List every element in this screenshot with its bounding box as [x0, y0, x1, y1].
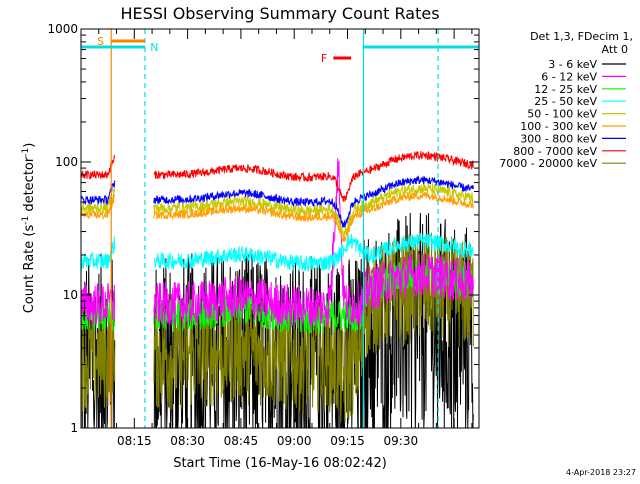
legend-label-9: 7000 - 20000 keV — [499, 157, 597, 170]
x-tick-label: 09:00 — [277, 434, 312, 448]
legend-label-7: 300 - 800 keV — [520, 132, 597, 145]
plot-frame — [80, 28, 480, 429]
interval-annotations: S N F — [81, 35, 479, 65]
legend-label-2: 6 - 12 keV — [541, 70, 597, 83]
legend-header-line-1: Det 1,3, FDecim 1, — [530, 30, 633, 43]
legend-label-1: 3 - 6 keV — [548, 58, 597, 71]
plot-area — [80, 150, 474, 429]
legend-label-8: 800 - 7000 keV — [513, 145, 597, 158]
legend-label-3: 12 - 25 keV — [534, 83, 597, 96]
y-tick-label: 100 — [55, 155, 78, 169]
legend-header-line-2: Att 0 — [602, 43, 628, 56]
annotation-label-n: N — [150, 41, 158, 54]
x-tick-label: 08:15 — [117, 434, 152, 448]
x-tick-label: 09:30 — [384, 434, 419, 448]
marker-lines — [110, 29, 439, 428]
series-line-7 — [80, 175, 474, 228]
series-line-6 — [80, 191, 474, 243]
series-line-2 — [80, 158, 474, 330]
annotation-label-f: F — [321, 52, 327, 65]
y-tick-label: 1000 — [47, 22, 78, 36]
annotation-label-s: S — [97, 35, 104, 48]
series-line-4 — [80, 232, 474, 272]
legend-label-5: 50 - 100 keV — [527, 108, 597, 121]
x-tick-label: 08:45 — [224, 434, 259, 448]
series-line-9 — [80, 232, 474, 424]
legend-label-4: 25 - 50 keV — [534, 95, 597, 108]
y-tick-label: 1 — [70, 421, 78, 435]
chart-title: HESSI Observing Summary Count Rates — [120, 4, 439, 23]
legend-label-6: 100 - 300 keV — [520, 120, 597, 133]
series-line-5 — [80, 182, 474, 237]
y-tick-label: 10 — [63, 288, 78, 302]
axes: 1 10 100 1000 08:15 08:30 08:45 09:00 09:15 09:30 — [47, 22, 479, 448]
series-line-8 — [80, 150, 474, 203]
y-axis-label: Count Rate (s-1 detector-1) — [21, 143, 37, 314]
x-tick-label: 08:30 — [170, 434, 205, 448]
x-tick-label: 09:15 — [330, 434, 365, 448]
x-axis-label: Start Time (16-May-16 08:02:42) — [173, 456, 387, 471]
footer-timestamp: 4-Apr-2018 23:27 — [566, 468, 636, 477]
